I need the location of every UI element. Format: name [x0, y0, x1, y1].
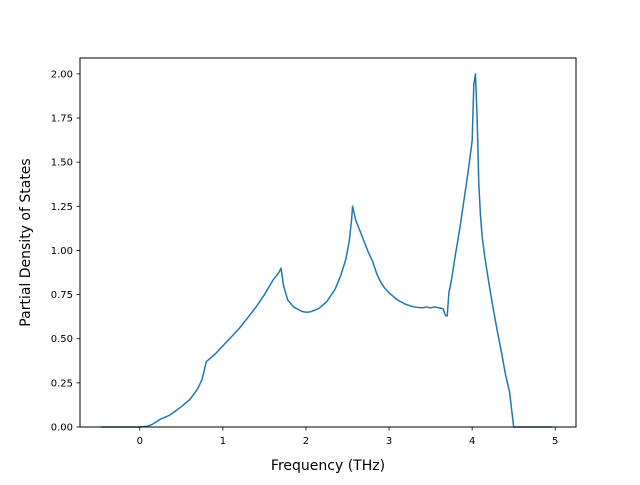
y-tick-label: 0.25	[51, 378, 73, 389]
x-tick-label: 2	[303, 436, 309, 447]
y-tick-label: 1.25	[51, 202, 73, 213]
y-tick-label: 0.75	[51, 290, 73, 301]
x-tick-label: 3	[386, 436, 392, 447]
y-tick-label: 1.75	[51, 114, 73, 125]
y-tick-label: 0.50	[51, 334, 73, 345]
y-tick-label: 1.50	[51, 158, 73, 169]
plot-frame	[79, 57, 577, 428]
x-tick-label: 5	[552, 436, 558, 447]
x-tick-label: 4	[469, 436, 475, 447]
x-tick-label: 0	[137, 436, 143, 447]
y-tick-label: 0.00	[51, 423, 73, 434]
x-axis-label: Frequency (THz)	[271, 458, 385, 474]
y-tick-label: 1.00	[51, 246, 73, 257]
y-axis-label: Partial Density of States	[18, 158, 34, 326]
x-tick-label: 1	[220, 436, 226, 447]
series-line-0	[100, 73, 553, 428]
y-tick-label: 2.00	[51, 69, 73, 80]
